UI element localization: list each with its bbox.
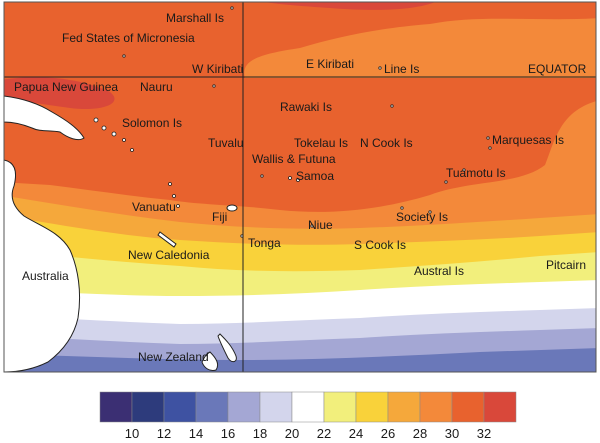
label-nz: New Zealand	[138, 350, 209, 364]
label-fiji: Fiji	[212, 210, 227, 224]
colorbar-swatch	[451, 391, 485, 423]
label-wallis: Wallis & Futuna	[252, 152, 336, 166]
colorbar-tick-label: 14	[189, 426, 203, 441]
australia-land	[4, 159, 81, 372]
colorbar-tick-label: 26	[381, 426, 395, 441]
colorbar-swatch	[99, 391, 133, 423]
place-labels: Marshall Is Fed States of Micronesia W K…	[14, 11, 587, 364]
colorbar-swatch	[323, 391, 357, 423]
label-equator: EQUATOR	[528, 62, 587, 76]
label-samoa: Samoa	[296, 169, 334, 183]
colorbar-swatch	[483, 391, 517, 423]
colorbar-tick-label: 32	[477, 426, 491, 441]
label-pitcairn: Pitcairn	[546, 258, 586, 272]
label-micronesia: Fed States of Micronesia	[62, 31, 195, 45]
band-32-north	[264, 2, 436, 10]
colorbar-swatch	[131, 391, 165, 423]
label-solomon: Solomon Is	[122, 116, 182, 130]
colorbar-tick-label: 16	[221, 426, 235, 441]
colorbar-ticks: 10 12 14 16 18 20 22 24 26 28 30 32	[125, 426, 491, 441]
colorbar-tick-label: 20	[285, 426, 299, 441]
colorbar-swatch	[355, 391, 389, 423]
new-caledonia-land	[157, 231, 177, 248]
label-tuamotu: Tuamotu Is	[446, 166, 506, 180]
label-newcal: New Caledonia	[128, 248, 210, 262]
colorbar-swatch	[419, 391, 453, 423]
colorbar-tick-label: 10	[125, 426, 139, 441]
fiji-land	[226, 204, 238, 212]
label-vanuatu: Vanuatu	[132, 200, 176, 214]
label-w-kiribati: W Kiribati	[192, 62, 243, 76]
label-marquesas: Marquesas Is	[492, 133, 564, 147]
colorbar-tick-label: 12	[157, 426, 171, 441]
colorbar-tick-label: 30	[445, 426, 459, 441]
label-tokelau: Tokelau Is	[294, 136, 348, 150]
nz-north-island	[217, 333, 237, 363]
label-niue: Niue	[308, 218, 333, 232]
label-austral: Austral Is	[414, 264, 464, 278]
label-society: Society Is	[396, 210, 448, 224]
band-14-16	[4, 348, 596, 372]
colorbar-tick-label: 24	[349, 426, 363, 441]
label-scook: S Cook Is	[354, 238, 406, 252]
label-line: Line Is	[384, 62, 419, 76]
label-rawaki: Rawaki Is	[280, 100, 332, 114]
colorbar	[99, 391, 517, 423]
colorbar-swatch	[291, 391, 325, 423]
colorbar-tick-label: 22	[317, 426, 331, 441]
colorbar-swatch	[387, 391, 421, 423]
label-ncook: N Cook Is	[360, 136, 413, 150]
small-islands	[93, 6, 492, 238]
label-tonga: Tonga	[248, 236, 281, 250]
nz-south-island	[201, 351, 219, 371]
png-land	[4, 95, 85, 141]
label-png: Papua New Guinea	[14, 80, 118, 94]
label-marshall: Marshall Is	[166, 11, 224, 25]
colorbar-tick-label: 28	[413, 426, 427, 441]
label-tuvalu: Tuvalu	[208, 136, 244, 150]
colorbar-swatch	[259, 391, 293, 423]
label-e-kiribati: E Kiribati	[306, 57, 354, 71]
label-nauru: Nauru	[140, 80, 173, 94]
colorbar-tick-label: 18	[253, 426, 267, 441]
temperature-bands	[4, 2, 596, 372]
map-frame	[3, 1, 597, 373]
band-30-32	[4, 2, 596, 212]
colorbar-swatch	[163, 391, 197, 423]
band-32-north-west	[4, 77, 115, 109]
colorbar-swatch	[195, 391, 229, 423]
colorbar-swatch	[227, 391, 261, 423]
label-australia: Australia	[22, 269, 69, 283]
